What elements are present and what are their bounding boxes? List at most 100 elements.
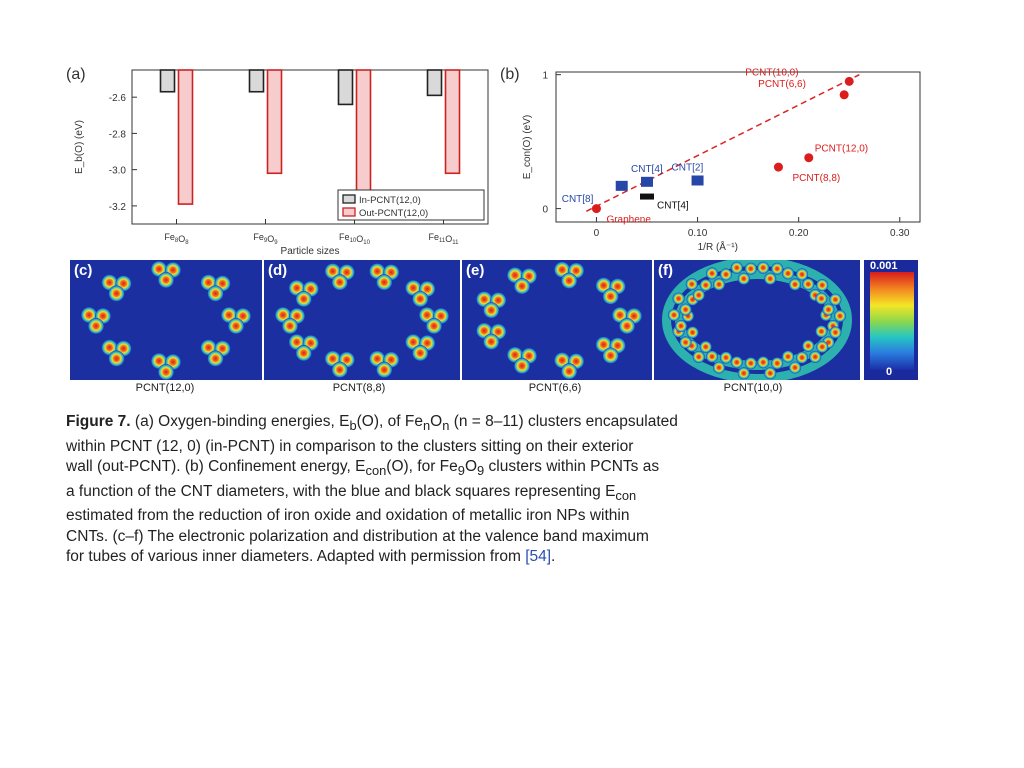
density-blob: [207, 285, 224, 302]
x-tick-label-part: 11: [452, 240, 459, 246]
data-point: [591, 204, 601, 214]
panel-f-image: (f): [654, 260, 860, 380]
density-blob: [764, 367, 777, 380]
panel-d-tag: (d): [268, 262, 288, 279]
x-tick-label-part: 9: [264, 238, 268, 244]
y-axis-label: E_b(O) (eV): [74, 120, 85, 174]
density-blob: [699, 340, 712, 353]
caption-text: (a) Oxygen-binding energies, E: [130, 413, 350, 430]
data-point: [773, 162, 783, 172]
bar: [444, 69, 461, 175]
x-tick-label-part: 8: [175, 238, 179, 244]
density-blob: [376, 274, 393, 291]
data-point: [844, 76, 854, 86]
caption-text: (O), of Fe: [356, 413, 423, 430]
density-blob: [809, 350, 822, 363]
density-blob: [514, 278, 530, 295]
density-blob: [706, 350, 718, 363]
x-tick-label: 0.30: [890, 228, 910, 239]
x-tick-label-part: 10: [363, 240, 370, 246]
caption-line-1: Figure 7. (a) Oxygen-binding energies, E…: [66, 412, 922, 437]
x-tick-label-part: Fe: [253, 232, 264, 242]
density-blob: [730, 356, 743, 369]
polarization-map-c: [70, 260, 262, 380]
panel-e-image: (e): [462, 260, 652, 380]
fit-line: [585, 74, 860, 212]
y-tick-label: 1: [542, 71, 548, 82]
bar: [177, 69, 194, 205]
density-blob: [789, 361, 801, 374]
density-blob: [816, 279, 829, 292]
caption-text: wall (out-PCNT). (b) Confinement energy,…: [66, 458, 366, 476]
caption-sub: b: [349, 418, 357, 434]
legend-box: [337, 189, 485, 221]
density-blob: [331, 274, 348, 291]
density-blob: [426, 318, 442, 334]
density-blob: [561, 363, 578, 380]
density-blob: [720, 268, 732, 281]
caption-line-7: for tubes of various inner diameters. Ad…: [66, 547, 922, 568]
density-blob: [699, 279, 712, 292]
blue-square-label: CNT[4]: [631, 164, 663, 175]
density-blob: [834, 310, 846, 322]
x-tick-label-part: 8: [185, 240, 189, 246]
caption-line-5: estimated from the reduction of iron oxi…: [66, 507, 630, 525]
colorbar-gradient: [870, 272, 914, 370]
x-tick-label-part: Fe: [164, 232, 175, 242]
caption-text: (n = 8–11) clusters encapsulated: [449, 413, 678, 430]
density-blob: [771, 262, 784, 275]
density-blob: [815, 325, 828, 338]
plot-frame: [131, 69, 489, 225]
x-tick-label-part: O: [356, 234, 363, 244]
density-blob: [757, 261, 770, 274]
data-point-label: Graphene: [606, 215, 651, 226]
caption-line-3: wall (out-PCNT). (b) Confinement energy,…: [66, 457, 922, 482]
density-blob: [295, 290, 312, 307]
image-caption-f: PCNT(10,0): [723, 382, 783, 394]
x-tick-label: Fe10O10: [339, 232, 371, 246]
density-blob: [692, 350, 705, 363]
blue-square-label: CNT[8]: [562, 194, 594, 205]
bar: [266, 69, 283, 175]
density-blob: [822, 303, 835, 316]
density-blob: [782, 267, 794, 280]
x-tick-label-part: O: [445, 234, 452, 244]
x-tick-label: 0.10: [688, 228, 708, 239]
density-blob: [668, 309, 680, 321]
figure-caption: Figure 7. (a) Oxygen-binding energies, E…: [66, 412, 922, 568]
density-blob: [815, 292, 828, 305]
x-tick-label-part: 9: [274, 240, 278, 246]
caption-sub: 9: [477, 463, 485, 479]
density-blob: [757, 356, 770, 369]
density-blob: [483, 302, 500, 319]
y-tick-label: -2.6: [109, 93, 127, 104]
density-blob: [816, 340, 829, 353]
data-point-label: PCNT(12,0): [815, 144, 868, 155]
bar: [355, 69, 372, 207]
density-blob: [514, 357, 530, 374]
polarization-map-d: [264, 260, 460, 380]
panel-c-tag: (c): [74, 262, 93, 279]
caption-text: a function of the CNT diameters, with th…: [66, 482, 616, 500]
density-blob: [730, 261, 743, 274]
x-tick-label-part: 10: [350, 238, 357, 244]
reference-link[interactable]: [54]: [525, 548, 552, 566]
caption-sub: 9: [457, 463, 465, 479]
bar: [426, 69, 443, 97]
data-point: [839, 90, 849, 100]
blue-square-label: CNT[2]: [672, 162, 704, 173]
x-tick-label-part: 11: [439, 238, 446, 244]
density-blob: [108, 350, 125, 367]
x-tick-label-part: Fe: [339, 232, 350, 242]
density-blob: [706, 267, 718, 280]
x-tick-label-part: O: [267, 234, 274, 244]
bar-chart-binding-energies: -2.6-2.8-3.0-3.2E_b(O) (eV)Fe8O8Fe9O9Fe1…: [74, 69, 489, 257]
caption-sub: con: [615, 487, 637, 503]
colorbar-max-label: 0.001: [870, 260, 898, 272]
image-caption-d: PCNT(8,8): [332, 382, 386, 394]
caption-sub: n: [442, 418, 450, 434]
x-tick-label-part: O: [178, 234, 185, 244]
panel-f-tag: (f): [658, 262, 673, 279]
colorbar: 0.001 0: [864, 260, 918, 380]
density-blob: [782, 350, 794, 363]
